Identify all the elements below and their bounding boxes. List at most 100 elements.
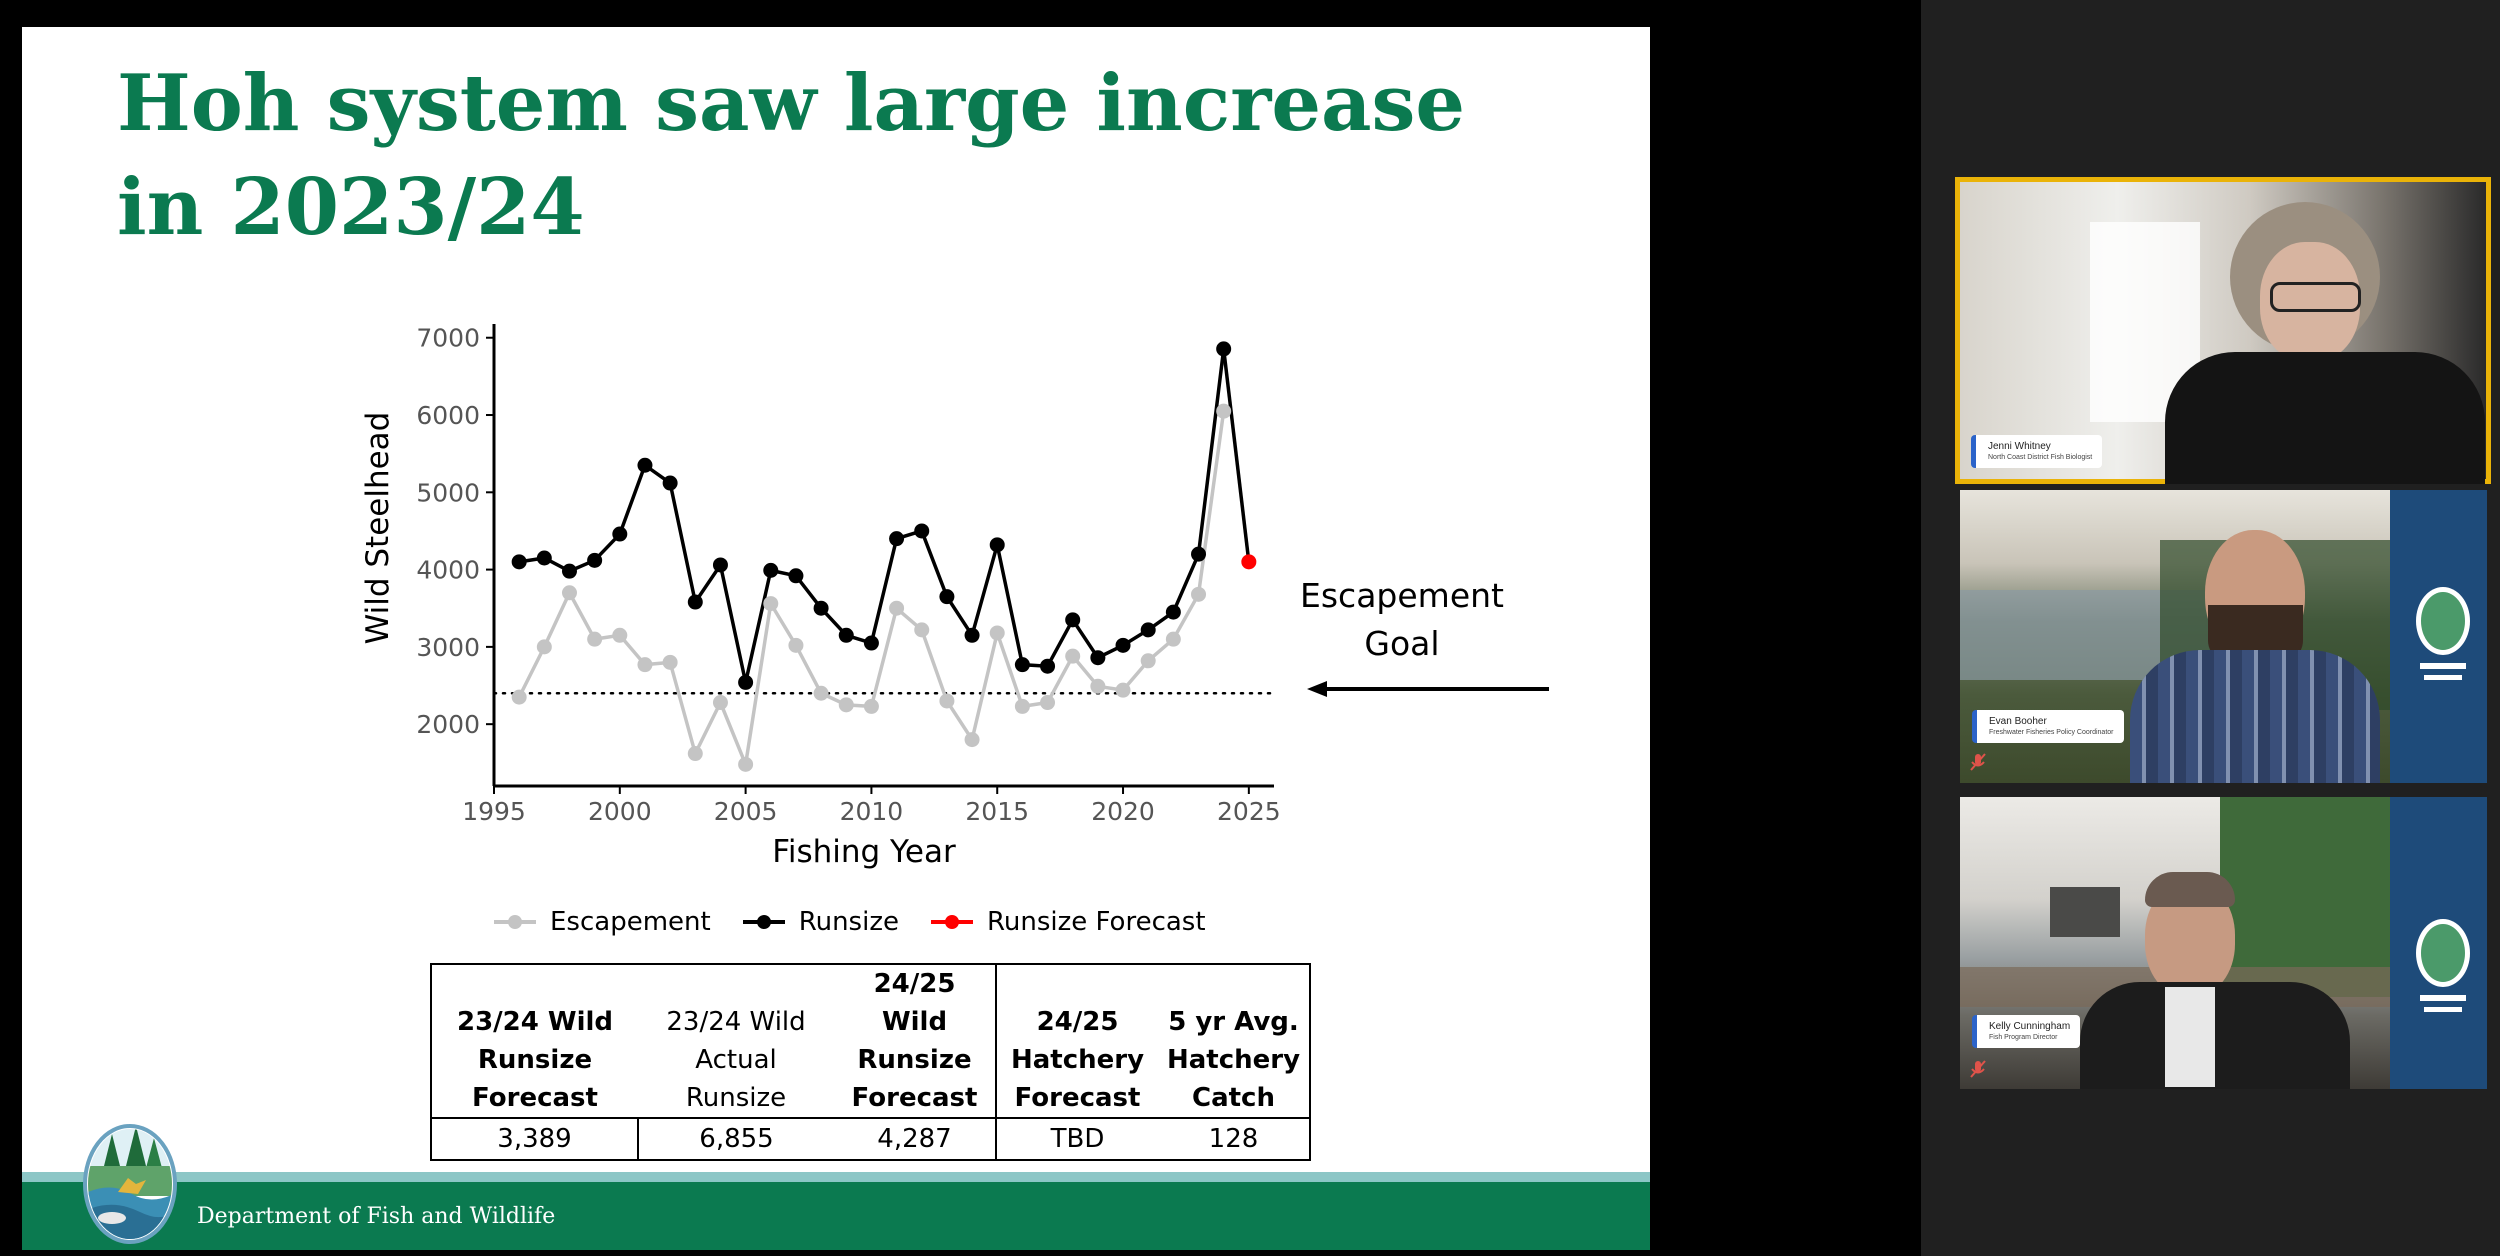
data-point-runsize	[1065, 612, 1081, 628]
participant-role: Fish Program Director	[1989, 1034, 2058, 1041]
data-point-escapement	[788, 637, 804, 653]
table-row: 3,389 6,855 4,287 TBD 128	[430, 1117, 1311, 1161]
data-point-escapement	[712, 695, 728, 711]
background-rock	[2050, 887, 2120, 937]
data-point-escapement	[1165, 631, 1181, 647]
mic-off-icon	[1970, 1060, 1986, 1078]
participant-role: North Coast District Fish Biologist	[1988, 454, 2093, 461]
video-tile-participant-3[interactable]: Kelly Cunningham Fish Program Director	[1960, 797, 2487, 1089]
legend-item-escapement: Escapement	[492, 907, 711, 937]
participant-name: Evan Booher	[1989, 716, 2047, 727]
x-tick-label: 2010	[840, 797, 904, 826]
background-trees	[2220, 797, 2390, 997]
data-point-runsize	[1090, 650, 1106, 666]
data-point-escapement	[561, 585, 577, 601]
y-tick-label: 3000	[416, 633, 480, 662]
data-point-runsize	[536, 550, 552, 566]
data-point-escapement	[889, 600, 905, 616]
y-tick-label: 7000	[416, 324, 480, 353]
table-cell: 128	[1158, 1117, 1311, 1161]
legend-label-runsize-forecast: Runsize Forecast	[986, 907, 1206, 937]
data-point-escapement	[1090, 678, 1106, 694]
data-point-escapement	[587, 631, 603, 647]
data-point-escapement	[1065, 648, 1081, 664]
x-tick-label: 1995	[462, 797, 526, 826]
data-point-runsize	[788, 568, 804, 584]
legend-swatch-runsize-forecast	[930, 915, 973, 929]
chart-legend: Escapement Runsize Runsize Forecast	[492, 907, 1206, 937]
legend-swatch-runsize	[742, 915, 785, 929]
table-header-cell: 23/24 Wild Actual Runsize	[638, 963, 834, 1119]
data-point-escapement	[1140, 653, 1156, 669]
table-cell: TBD	[995, 1117, 1158, 1161]
wdfw-logo	[2416, 919, 2470, 1012]
legend-label-escapement: Escapement	[550, 907, 711, 937]
data-point-escapement	[687, 746, 703, 762]
data-point-runsize	[662, 475, 678, 491]
presentation-slide: Hoh system saw large increase in 2023/24…	[22, 27, 1650, 1250]
wdfw-logo	[83, 1124, 177, 1244]
data-point-runsize	[587, 552, 603, 568]
y-tick-label: 5000	[416, 478, 480, 507]
data-point-escapement	[1115, 682, 1131, 698]
slide-title: Hoh system saw large increase in 2023/24	[117, 58, 1466, 253]
participant-role: Freshwater Fisheries Policy Coordinator	[1989, 729, 2114, 736]
x-tick-label: 2025	[1217, 797, 1281, 826]
data-point-escapement	[662, 654, 678, 670]
participant-name-tag: Evan Booher Freshwater Fisheries Policy …	[1972, 710, 2124, 743]
steelhead-line-chart: 2000 3000 4000 5000 6000 7000 1995 2000 2005 2010…	[360, 324, 1281, 870]
data-point-runsize	[1191, 546, 1207, 562]
data-point-escapement	[536, 639, 552, 655]
data-point-runsize	[1216, 341, 1232, 357]
wdfw-logo	[2416, 587, 2470, 680]
participant-shirt	[2130, 650, 2380, 783]
y-axis-label: Wild Steelhead	[360, 412, 396, 645]
table-cell: 3,389	[430, 1117, 639, 1161]
data-point-escapement	[738, 756, 754, 772]
table-cell: 4,287	[834, 1117, 997, 1161]
table-cell: 6,855	[638, 1117, 834, 1161]
data-point-runsize	[939, 589, 955, 605]
runsize-table: 23/24 Wild Runsize Forecast 23/24 Wild A…	[430, 963, 1311, 1161]
participant-name-tag: Jenni Whitney North Coast District Fish …	[1971, 435, 2103, 468]
data-point-runsize	[1014, 657, 1030, 673]
slide-footer: Department of Fish and Wildlife	[22, 1182, 1650, 1250]
video-feed	[1960, 182, 2486, 484]
data-point-runsize	[511, 554, 527, 570]
legend-label-runsize: Runsize	[798, 907, 899, 937]
data-point-escapement	[511, 689, 527, 705]
participant-name: Kelly Cunningham	[1989, 1021, 2071, 1032]
x-tick-label: 2000	[588, 797, 652, 826]
data-point-escapement	[1040, 695, 1056, 711]
data-point-runsize	[1115, 637, 1131, 653]
data-point-runsize	[813, 600, 829, 616]
legend-swatch-escapement	[494, 915, 536, 929]
table-header-cell: 24/25 Hatchery Forecast	[995, 963, 1158, 1119]
participant-name-tag: Kelly Cunningham Fish Program Director	[1972, 1015, 2081, 1048]
video-tile-participant-2[interactable]: Evan Booher Freshwater Fisheries Policy …	[1960, 490, 2487, 783]
data-point-escapement	[612, 627, 628, 643]
legend-item-runsize-forecast: Runsize Forecast	[929, 907, 1206, 937]
participant-vest	[2080, 982, 2350, 1089]
y-tick-label: 4000	[416, 556, 480, 585]
escapement-goal-arrow	[1307, 681, 1549, 697]
video-tile-participant-1[interactable]: Jenni Whitney North Coast District Fish …	[1955, 177, 2491, 484]
footer-stripe	[22, 1172, 1650, 1182]
data-point-runsize	[863, 635, 879, 651]
data-point-escapement	[1014, 698, 1030, 714]
data-point-runsize	[964, 627, 980, 643]
data-point-escapement	[813, 685, 829, 701]
data-point-escapement	[939, 693, 955, 709]
data-point-runsize	[1140, 622, 1156, 638]
data-point-escapement	[964, 732, 980, 748]
data-point-runsize	[914, 523, 930, 539]
y-tick-label: 2000	[416, 710, 480, 739]
table-header-row: 23/24 Wild Runsize Forecast 23/24 Wild A…	[430, 963, 1311, 1119]
forecast-connector-line	[1221, 348, 1251, 563]
shared-screen-area: Hoh system saw large increase in 2023/24…	[0, 0, 1921, 1256]
data-point-runsize	[763, 562, 779, 578]
data-point-runsize	[712, 557, 728, 573]
data-point-escapement	[763, 596, 779, 612]
data-point-escapement	[1191, 586, 1207, 602]
participant-glasses	[2270, 282, 2361, 312]
